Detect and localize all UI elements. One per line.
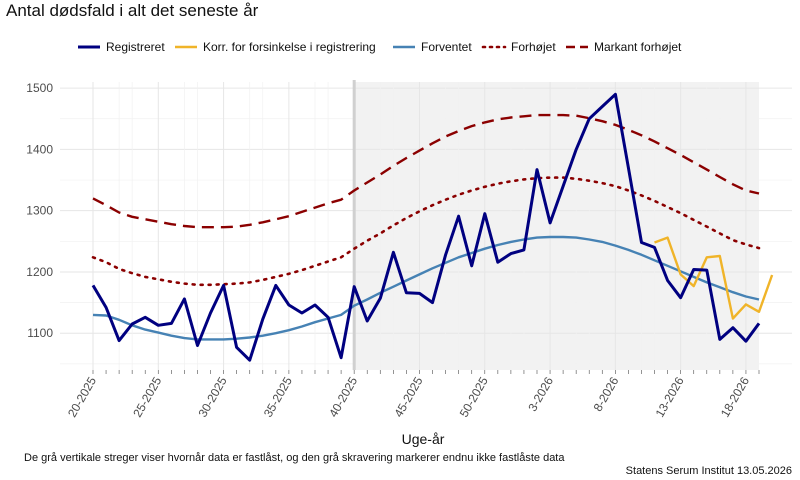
- y-tick-label: 1300: [26, 204, 53, 218]
- x-tick-label: 30-2025: [196, 374, 230, 419]
- legend-label-1: Korr. for forsinkelse i registrering: [203, 40, 376, 54]
- series-layer: [91, 92, 774, 362]
- y-axis: 1100 1200 1300 1400 1500: [26, 81, 53, 340]
- source-note: Statens Serum Institut 13.05.2026: [626, 465, 792, 477]
- series-line-2: [92, 235, 760, 341]
- legend-label-3: Forhøjet: [511, 40, 556, 54]
- x-tick-label: 13-2026: [653, 374, 687, 419]
- series-line-0: [91, 92, 761, 362]
- y-tick-label: 1100: [27, 326, 53, 340]
- legend-label-0: Registreret: [106, 40, 165, 54]
- y-tick-label: 1400: [26, 142, 53, 156]
- plot-area: [60, 80, 792, 370]
- x-tick-label: 18-2026: [718, 374, 752, 419]
- legend-label-4: Markant forhøjet: [594, 40, 682, 54]
- x-tick-label: 40-2025: [326, 374, 360, 419]
- caption: De grå vertikale streger viser hvornår d…: [24, 452, 565, 464]
- x-tick-label: 50-2025: [457, 374, 491, 419]
- series-line-3: [91, 176, 761, 287]
- x-tick-label: 25-2025: [130, 374, 164, 419]
- unlocked-shading: [354, 82, 759, 370]
- legend: Registreret Korr. for forsinkelse i regis…: [78, 40, 682, 54]
- y-tick-label: 1500: [26, 81, 53, 95]
- x-tick-label: 35-2025: [261, 374, 295, 419]
- chart-title: Antal dødsfald i alt det seneste år: [6, 1, 259, 20]
- series-line-1: [654, 236, 774, 320]
- legend-label-2: Forventet: [421, 40, 472, 54]
- x-tick-label: 45-2025: [391, 374, 425, 419]
- series-line-4: [92, 113, 760, 229]
- x-tick-label: 3-2026: [525, 374, 556, 414]
- x-axis: 20-2025 25-2025 30-2025 35-2025 40-2025 45-20…: [65, 370, 760, 420]
- y-tick-label: 1200: [26, 265, 53, 279]
- x-tick-label: 8-2026: [591, 374, 622, 414]
- x-axis-label: Uge-år: [402, 431, 445, 447]
- grid: [60, 80, 792, 370]
- x-tick-label: 20-2025: [65, 374, 99, 419]
